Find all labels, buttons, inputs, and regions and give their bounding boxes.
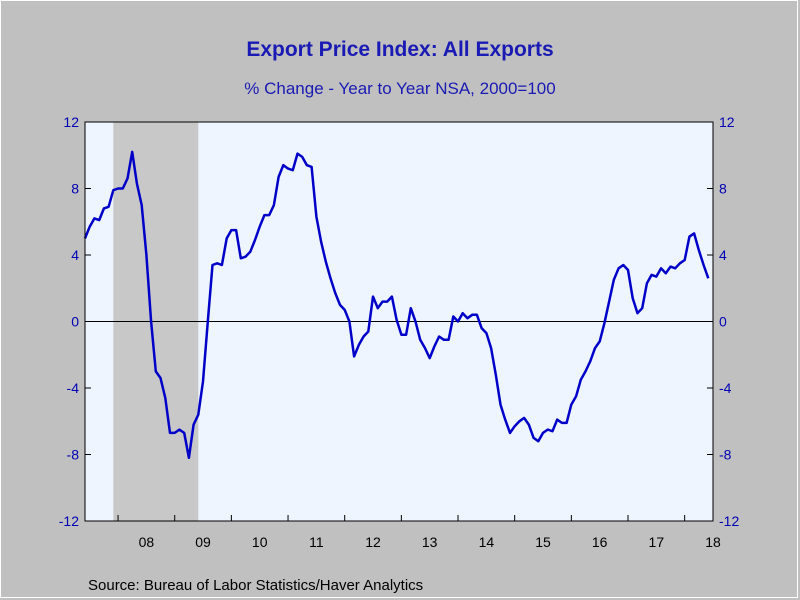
y-tick-label-left: -12 (59, 513, 79, 529)
x-tick-label: 17 (649, 534, 665, 550)
x-tick-label: 11 (309, 534, 324, 550)
y-tick-label-right: -4 (719, 380, 732, 396)
x-tick-label: 15 (535, 534, 551, 550)
x-tick-label: 12 (365, 534, 381, 550)
series-line (83, 150, 710, 460)
y-tick-label-left: 8 (71, 181, 79, 197)
y-tick-label-left: 12 (63, 114, 79, 130)
y-tick-label-left: -4 (67, 380, 80, 396)
x-tick-label: 14 (479, 534, 495, 550)
x-tick-label: 09 (195, 534, 211, 550)
source-note: Source: Bureau of Labor Statistics/Haver… (88, 577, 424, 594)
x-tick-label: 10 (252, 534, 268, 550)
chart-subtitle: % Change - Year to Year NSA, 2000=100 (244, 79, 556, 98)
x-tick-label: 08 (139, 534, 155, 550)
y-tick-label-right: -12 (719, 513, 739, 529)
y-tick-label-right: -8 (719, 447, 732, 463)
x-tick-label: 18 (705, 534, 721, 550)
chart-title: Export Price Index: All Exports (246, 38, 554, 61)
y-tick-label-left: 0 (71, 314, 79, 330)
y-tick-label-right: 4 (719, 247, 727, 263)
y-tick-label-right: 8 (719, 181, 727, 197)
y-tick-label-left: 4 (71, 247, 79, 263)
y-tick-label-right: 0 (719, 314, 727, 330)
x-tick-label: 13 (422, 534, 438, 550)
x-tick-label: 16 (592, 534, 608, 550)
y-tick-label-left: -8 (67, 447, 80, 463)
y-tick-label-right: 12 (719, 114, 735, 130)
